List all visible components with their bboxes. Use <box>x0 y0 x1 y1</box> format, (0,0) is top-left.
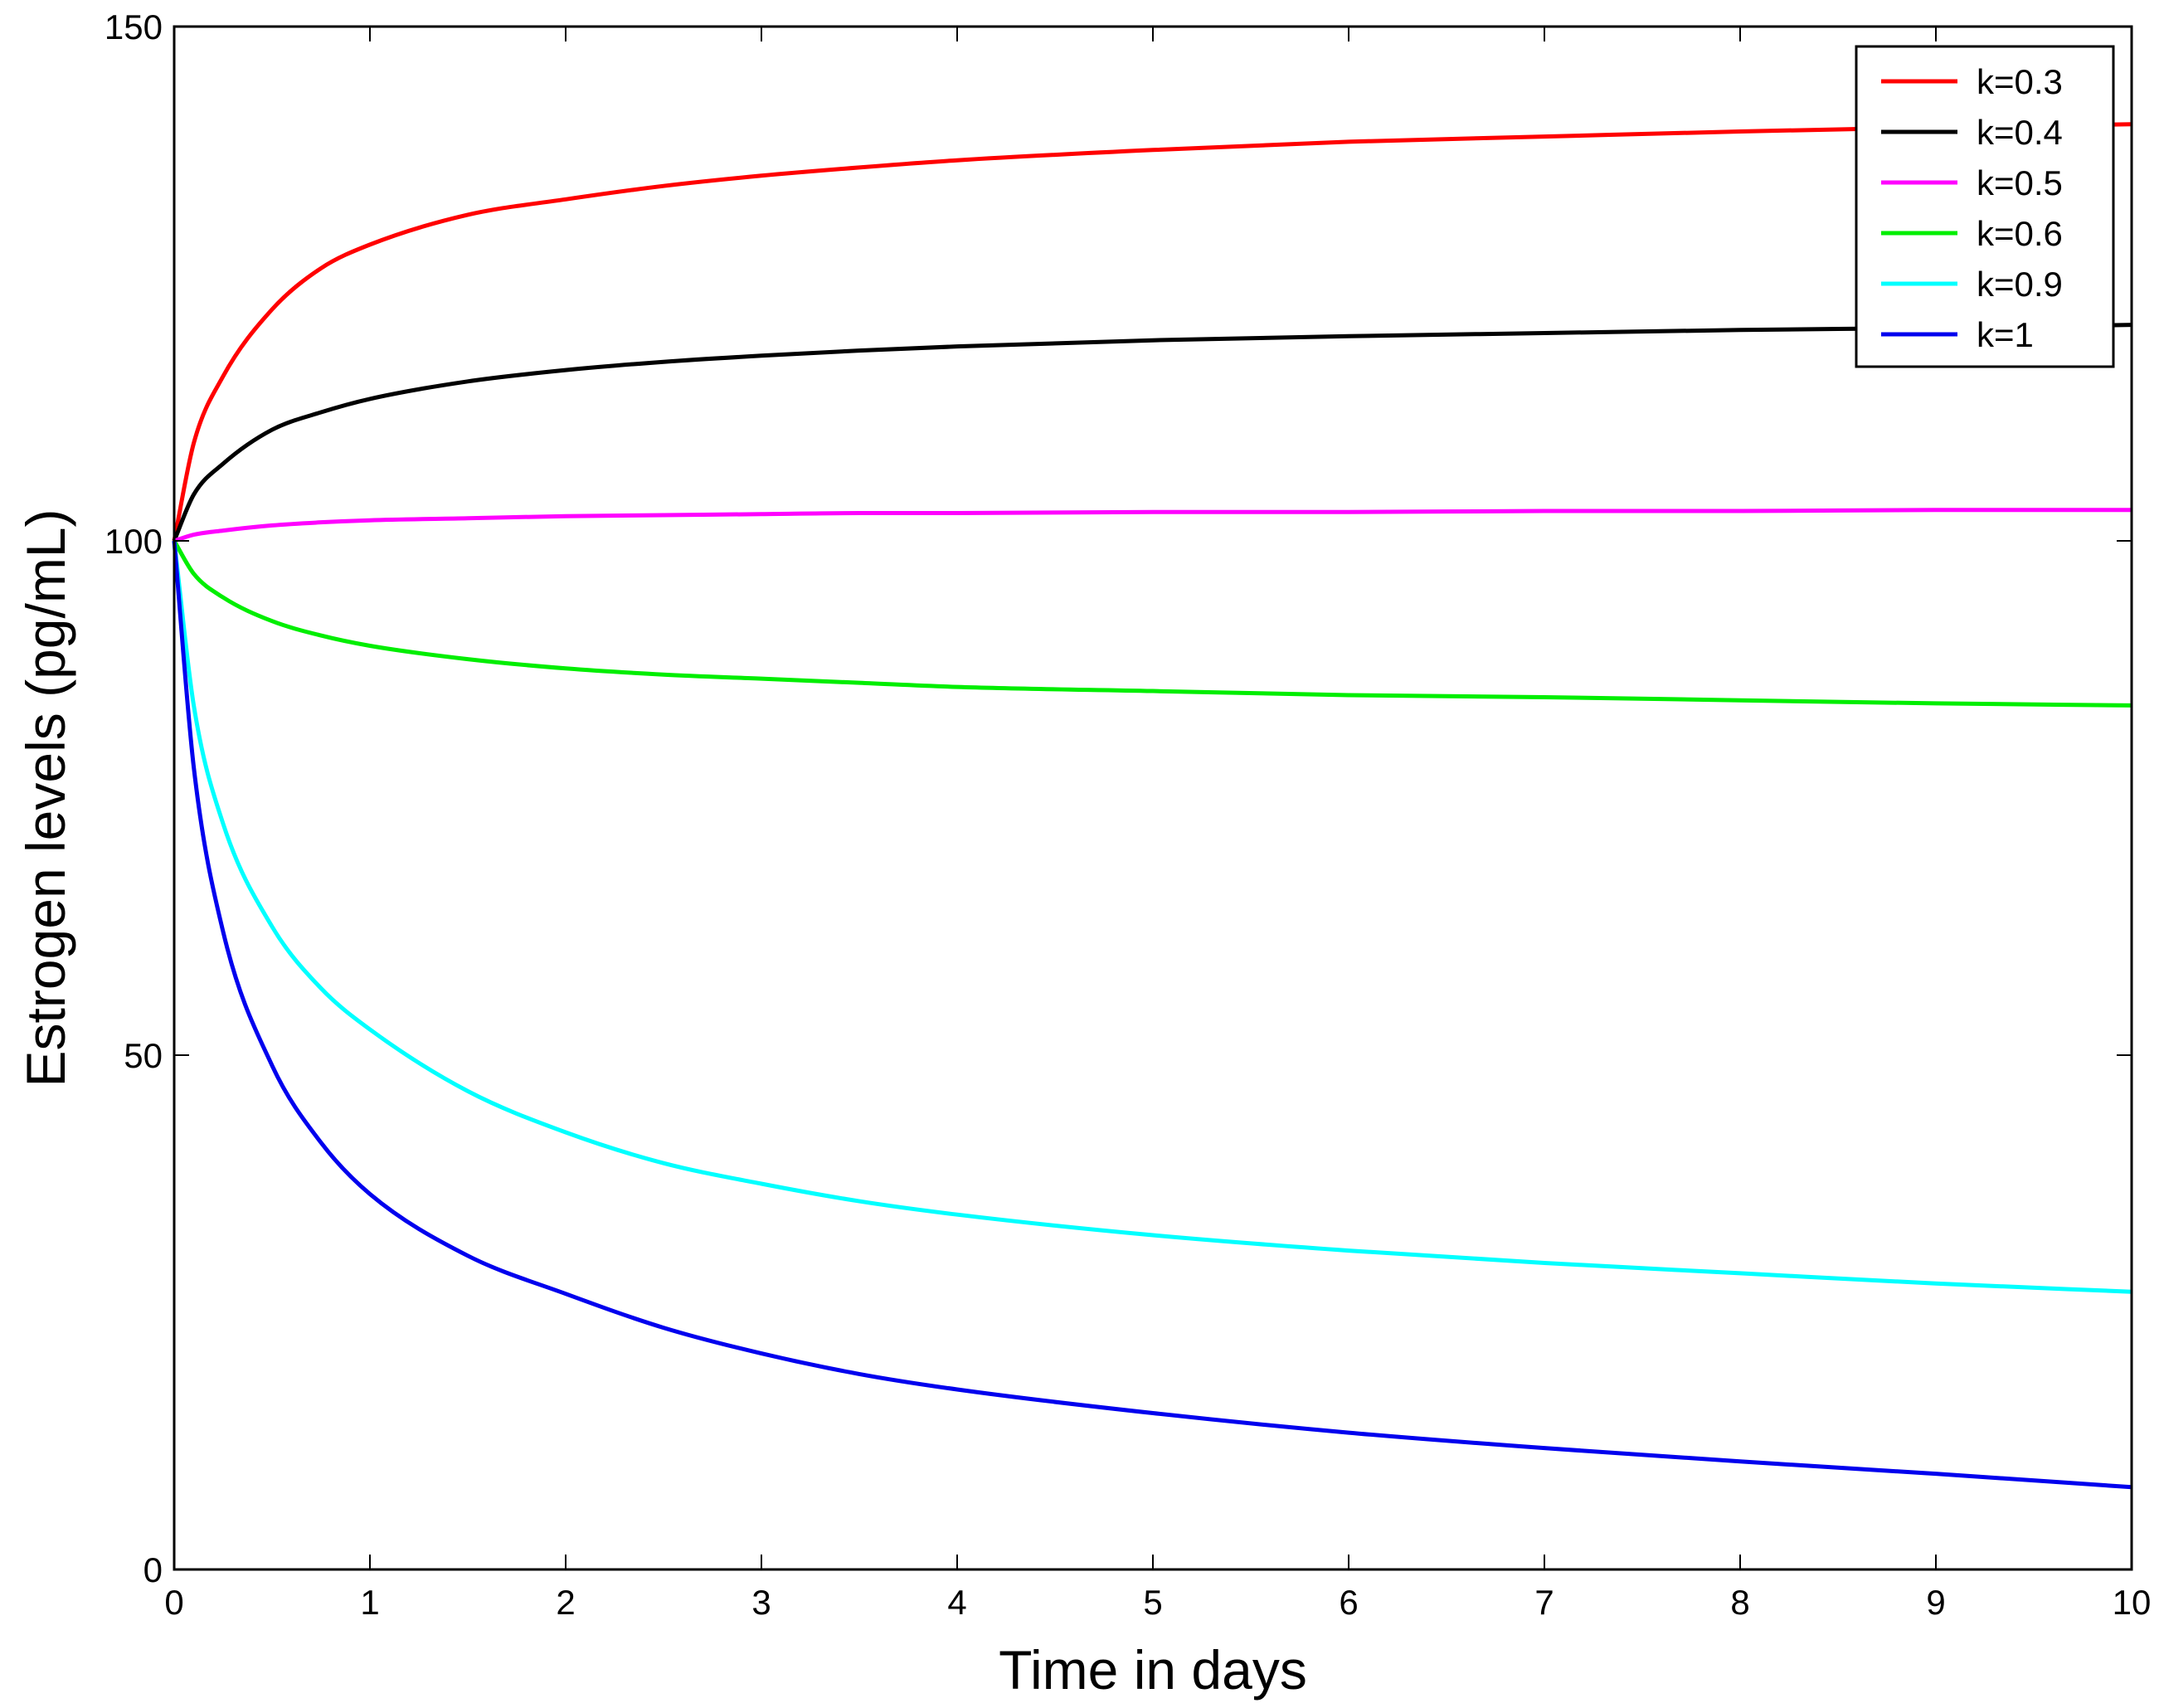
legend-items: k=0.3 k=0.4 k=0.5 k=0.6 k=0.9 k=1 <box>1881 62 2063 354</box>
y-tick-label: 150 <box>105 7 163 46</box>
series-line-4 <box>172 539 2132 708</box>
legend-label: k=0.5 <box>1977 163 2063 202</box>
x-tick-label: 5 <box>1143 1583 1162 1622</box>
series-layer <box>172 122 2132 1490</box>
series-line-2 <box>172 323 2132 542</box>
series-line-5 <box>172 540 2132 1294</box>
legend-box <box>1855 45 2115 368</box>
y-tick-label: 0 <box>143 1550 163 1589</box>
y-axis-title: Estrogen levels (pg/mL) <box>15 509 76 1088</box>
x-tick-label: 7 <box>1534 1583 1554 1622</box>
series-line-3 <box>173 508 2132 543</box>
x-tick-label: 3 <box>751 1583 771 1622</box>
x-axis-title: Time in days <box>999 1639 1307 1701</box>
legend-label: k=0.9 <box>1977 265 2063 304</box>
legend-label: k=0.6 <box>1977 214 2063 253</box>
legend: k=0.3 k=0.4 k=0.5 k=0.6 k=0.9 k=1 <box>1855 45 2115 368</box>
legend-label: k=1 <box>1977 315 2034 354</box>
series-line-1 <box>172 122 2132 542</box>
x-tick-label: 9 <box>1926 1583 1945 1622</box>
x-tick-label: 6 <box>1339 1583 1358 1622</box>
legend-label: k=0.4 <box>1977 113 2063 152</box>
x-tick-label: 4 <box>947 1583 966 1622</box>
y-tick-label: 100 <box>105 522 163 561</box>
legend-label: k=0.3 <box>1977 62 2063 101</box>
series-line-6 <box>172 540 2132 1490</box>
x-tick-label: 10 <box>2113 1583 2152 1622</box>
x-tick-label: 2 <box>556 1583 575 1622</box>
x-tick-label: 8 <box>1730 1583 1749 1622</box>
x-tick-label: 0 <box>164 1583 183 1622</box>
x-tick-label: 1 <box>360 1583 379 1622</box>
y-tick-label: 50 <box>124 1036 163 1075</box>
